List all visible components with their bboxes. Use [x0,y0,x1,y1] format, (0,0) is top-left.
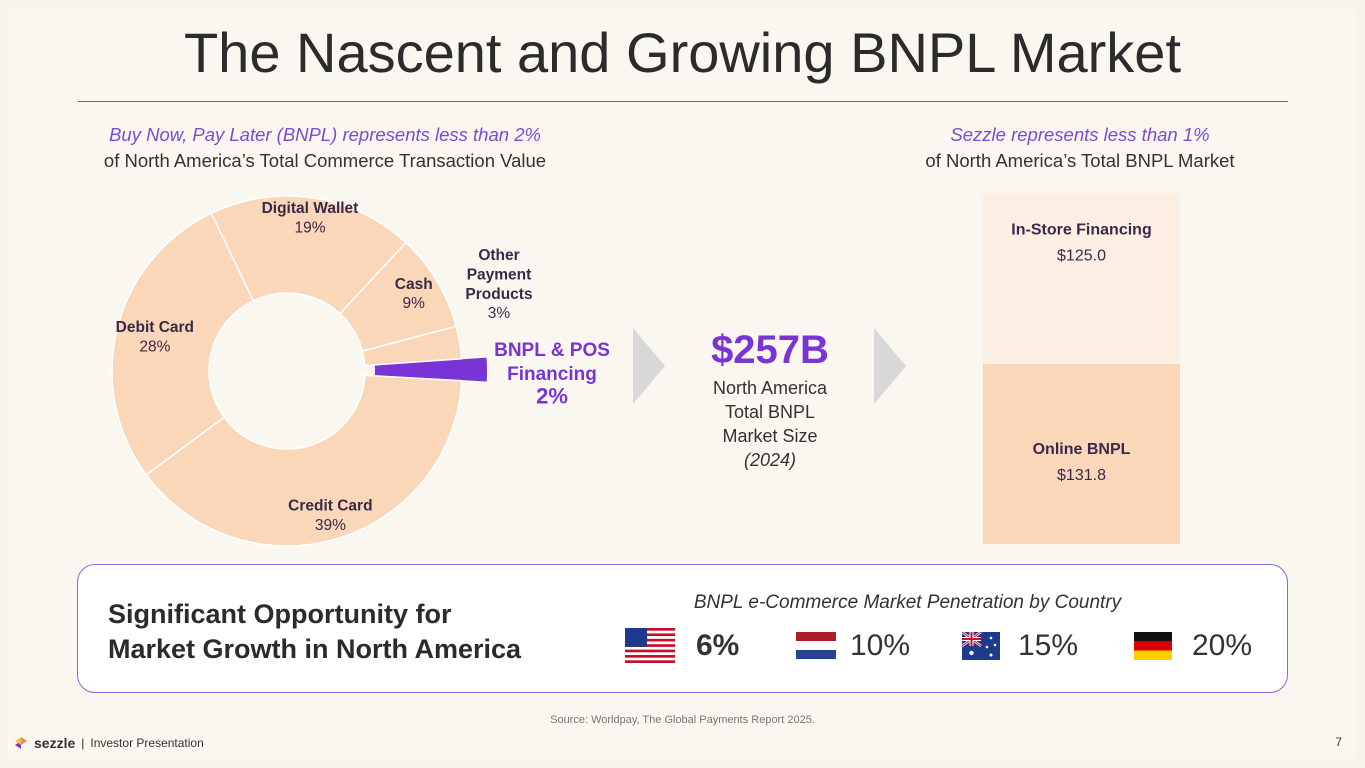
market-size-line: Total BNPL [724,402,816,422]
left-header: Buy Now, Pay Later (BNPL) represents les… [60,122,590,174]
us-flag-icon [625,628,675,663]
market-size-line: North America [712,378,828,398]
germany-penetration-value: 20% [1192,629,1253,662]
brand-name: sezzle [34,735,76,751]
market-size-line: Market Size [722,426,818,446]
title-divider [78,101,1288,102]
netherlands-penetration-value: 10% [850,629,911,662]
netherlands-flag-icon [796,632,836,659]
right-header-sub: of North America’s Total BNPL Market [925,150,1235,171]
australia-flag-icon [962,632,1000,660]
market-size-value: $257B [711,328,829,372]
opportunity-title: Significant Opportunity for Market Growt… [108,597,521,667]
left-header-sub: of North America’s Total Commerce Transa… [103,150,547,171]
market-size-description: North America Total BNPL Market Size (20… [690,376,850,472]
opportunity-title-line: Market Growth in North America [108,634,522,664]
footer-label: Investor Presentation [90,736,204,750]
opportunity-title-line: Significant Opportunity for [108,599,452,629]
us-penetration-value: 6% [696,629,740,662]
page-title: The Nascent and Growing BNPL Market [183,21,1182,84]
left-header-emphasis: Buy Now, Pay Later (BNPL) represents les… [109,124,541,145]
opportunity-panel [77,564,1288,693]
germany-flag-icon [1134,632,1172,660]
penetration-subtitle: BNPL e-Commerce Market Penetration by Co… [693,592,1122,613]
australia-penetration-value: 15% [1018,629,1079,662]
sezzle-logo-icon [15,737,27,749]
footer-separator: | [81,736,85,750]
page-number: 7 [1335,735,1342,749]
right-header: Sezzle represents less than 1% of North … [880,122,1280,174]
source-note: Source: Worldpay, The Global Payments Re… [550,714,815,726]
right-header-emphasis: Sezzle represents less than 1% [950,124,1210,145]
market-size-year: (2024) [743,450,797,470]
footer: sezzle | Investor Presentation [14,735,204,751]
